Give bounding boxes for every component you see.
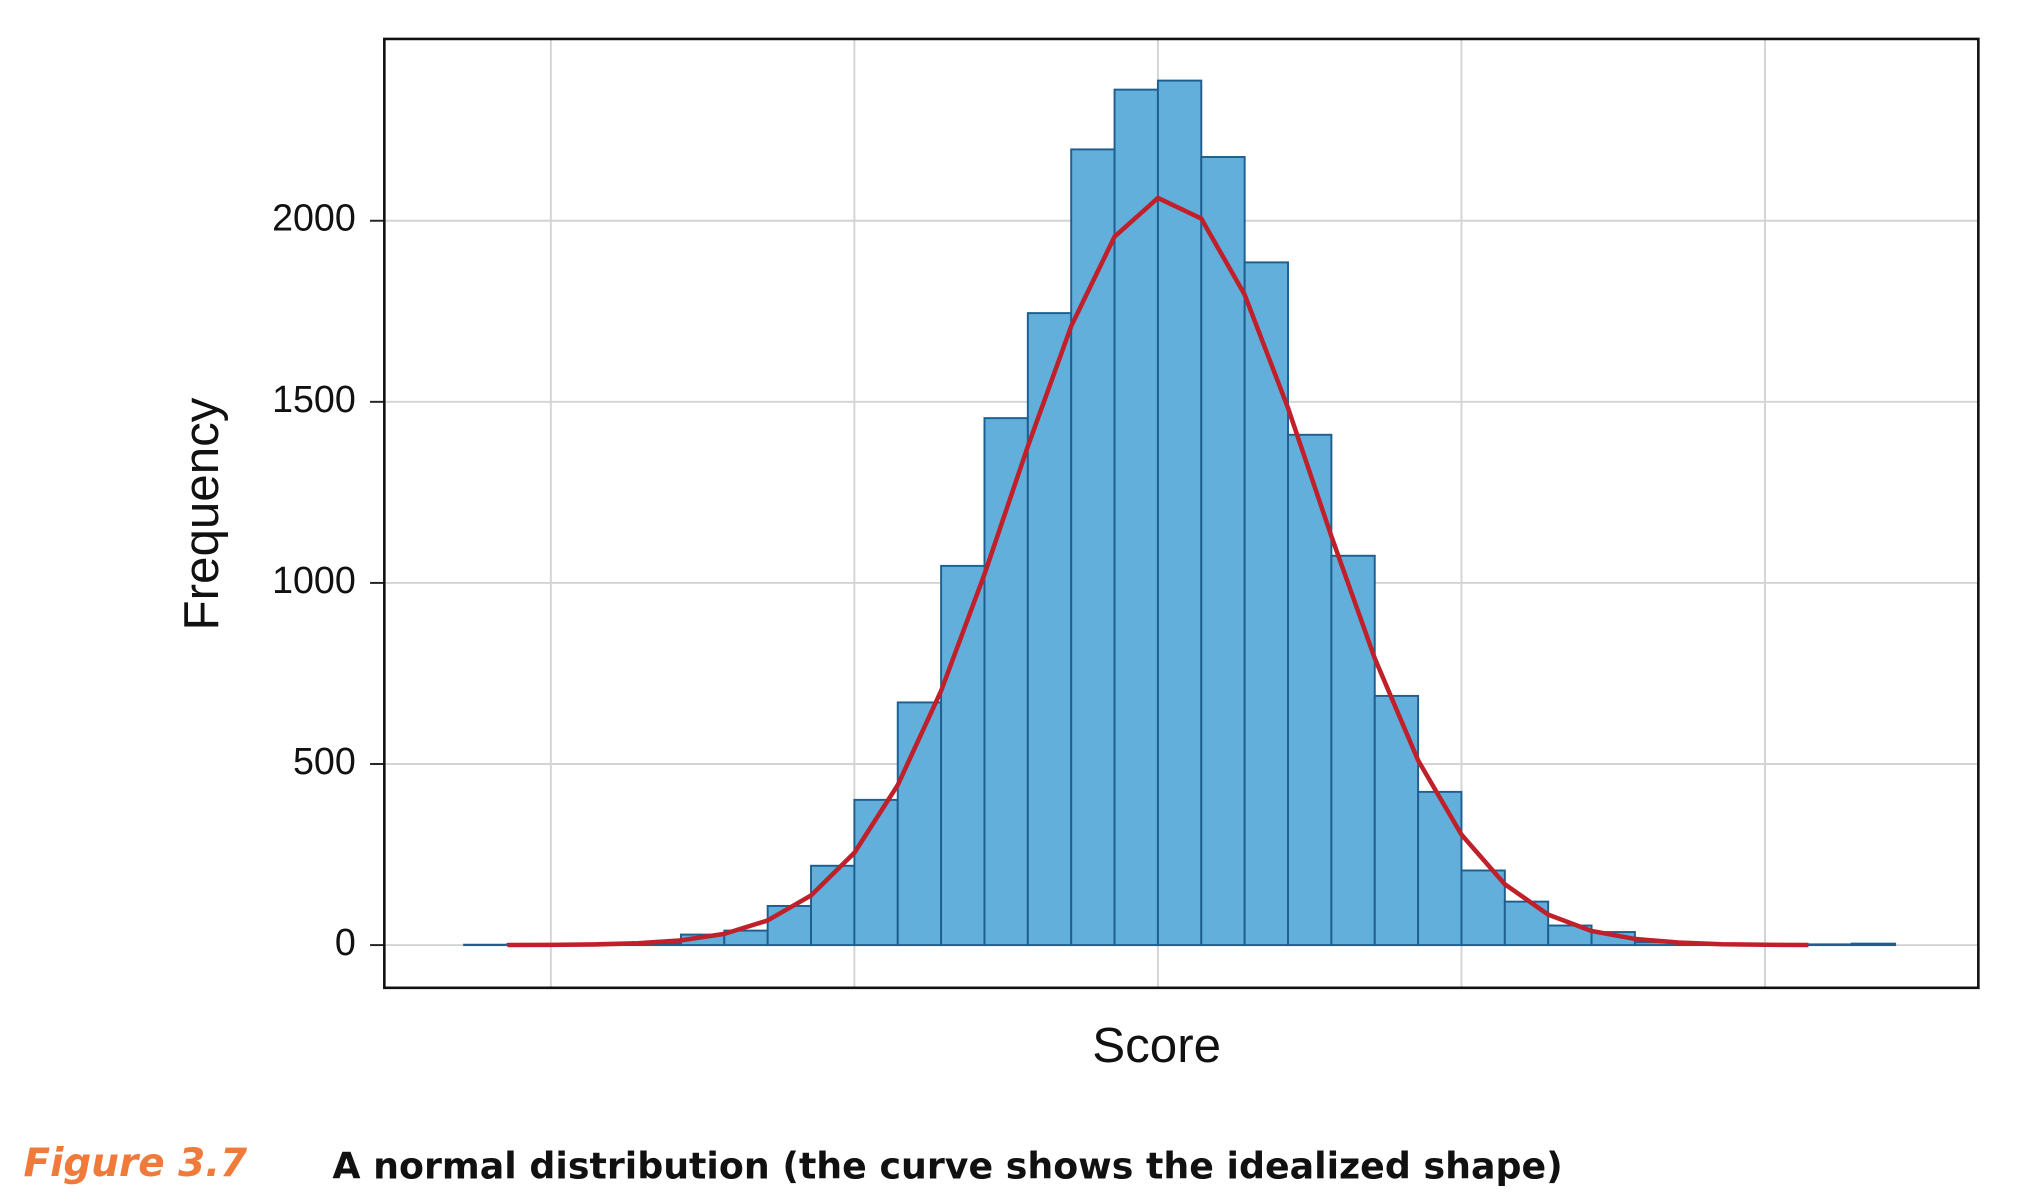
caption: A normal distribution (the curve shows t… (332, 1144, 1562, 1187)
histogram-bar (1070, 148, 1116, 947)
histogram-bar (1200, 156, 1246, 947)
x-axis-label: Score (1092, 1018, 1221, 1073)
figure-label: Figure 3.7 (23, 1141, 248, 1186)
y-tick-label: 2000 (272, 197, 356, 239)
y-tick-label: 0 (335, 921, 356, 963)
y-tick-label: 1000 (272, 559, 356, 601)
histogram-bar (983, 417, 1029, 947)
histogram-bar (1330, 554, 1376, 947)
histogram-bar (1243, 261, 1289, 947)
histogram-bar (853, 798, 899, 947)
histogram-bar (766, 904, 812, 947)
histogram-bar (1850, 942, 1897, 947)
histogram-bar (1026, 312, 1073, 947)
histogram-bar (810, 864, 856, 947)
histogram-bar (940, 564, 986, 947)
y-tick-label: 500 (293, 740, 356, 782)
density-curve (507, 195, 1809, 948)
histogram-bar (1373, 694, 1420, 947)
y-axis-label: Frequency (174, 397, 229, 630)
histogram-bar (1287, 433, 1333, 947)
plot-frame (383, 37, 1980, 990)
histogram-bar (1460, 869, 1506, 947)
histogram-bar (1807, 943, 1853, 947)
y-tick-label: 1500 (272, 378, 356, 420)
histogram-bar (1417, 790, 1463, 947)
